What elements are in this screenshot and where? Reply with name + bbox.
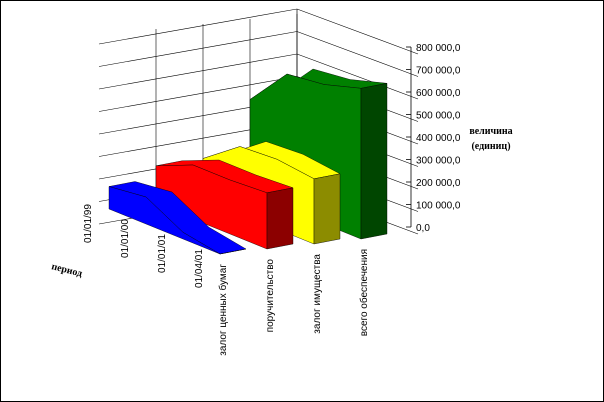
chart-series bbox=[108, 68, 388, 255]
period-label: 01/04/01 bbox=[194, 249, 205, 288]
period-label: 01/01/01 bbox=[157, 234, 168, 273]
series-1-face bbox=[108, 186, 221, 255]
gridline bbox=[98, 76, 298, 112]
gridline bbox=[296, 53, 419, 100]
gridline bbox=[296, 8, 419, 55]
value-tick-label: 800 000,0 bbox=[416, 43, 461, 54]
value-axis-unit: (единиц) bbox=[471, 141, 510, 152]
gridline bbox=[98, 8, 298, 45]
value-tick-label: 100 000,0 bbox=[416, 201, 461, 212]
value-tick-label: 0,0 bbox=[416, 223, 430, 234]
series-1-end bbox=[219, 248, 247, 255]
gridline bbox=[98, 53, 298, 90]
value-tick-label: 200 000,0 bbox=[416, 178, 461, 189]
series-3-end bbox=[313, 173, 341, 245]
chart-labels: 0,0 100 000,0 200 000,0 300 000,0 400 000,0 5… bbox=[83, 43, 461, 356]
series-2-end bbox=[266, 187, 294, 250]
category-label: залог имущества bbox=[312, 254, 323, 334]
value-tick-label: 700 000,0 bbox=[416, 66, 461, 77]
value-tick-label: 300 000,0 bbox=[416, 156, 461, 167]
value-axis-title: величина bbox=[469, 126, 512, 137]
period-label: 01/01/99 bbox=[83, 204, 94, 243]
period-label: 01/01/00 bbox=[120, 219, 131, 258]
gridline bbox=[98, 31, 298, 67]
category-label: поручительство bbox=[265, 259, 276, 333]
value-tick-label: 600 000,0 bbox=[416, 88, 461, 99]
value-tick-label: 400 000,0 bbox=[416, 133, 461, 144]
value-tick-label: 500 000,0 bbox=[416, 111, 461, 122]
series-4-end bbox=[360, 83, 388, 240]
category-label: всего обеспечения bbox=[358, 249, 370, 336]
category-label: залог ценных бумаг bbox=[217, 264, 229, 356]
gridline bbox=[296, 31, 419, 77]
series-axis-title: период bbox=[50, 261, 83, 279]
